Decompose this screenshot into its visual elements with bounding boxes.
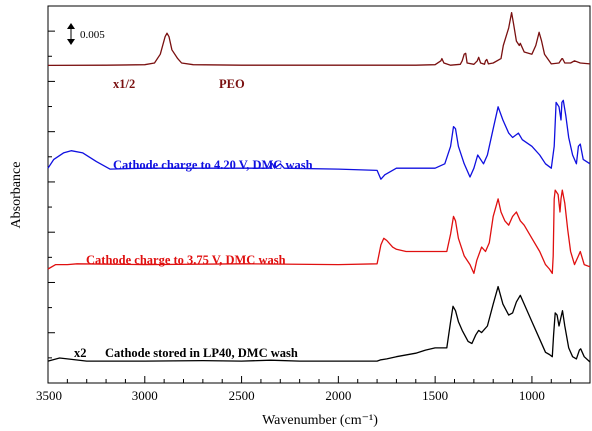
series-line-0 bbox=[47, 11, 591, 67]
x-tick-label: 3000 bbox=[132, 388, 158, 403]
scale-bar: 0.005 bbox=[67, 23, 105, 45]
series-multiplier-peo: x1/2 bbox=[113, 77, 135, 91]
series-line-1 bbox=[47, 99, 591, 180]
x-axis-title: Wavenumber (cm⁻¹) bbox=[262, 413, 378, 428]
plot-frame bbox=[47, 5, 591, 384]
series-label-charge-375: Cathode charge to 3.75 V, DMC wash bbox=[86, 253, 286, 267]
series-label-stored: Cathode stored in LP40, DMC wash bbox=[105, 346, 298, 360]
axis-ticks bbox=[47, 30, 572, 383]
x-tick-label: 1500 bbox=[422, 388, 448, 403]
y-axis-title: Absorbance bbox=[9, 162, 24, 229]
x-tick-label: 2000 bbox=[325, 388, 351, 403]
x-tick-labels: 3500 3000 2500 2000 1500 1000 bbox=[36, 388, 545, 403]
series-lines bbox=[47, 11, 591, 363]
series-line-3 bbox=[47, 285, 591, 363]
x-tick-label: 1000 bbox=[519, 388, 545, 403]
series-label-charge-420: Cathode charge to 4.20 V, DMC wash bbox=[113, 158, 313, 172]
series-line-2 bbox=[47, 189, 591, 275]
scale-bar-label: 0.005 bbox=[80, 29, 105, 41]
x-tick-label: 3500 bbox=[36, 388, 62, 403]
series-multiplier-stored: x2 bbox=[74, 346, 87, 360]
series-label-peo: PEO bbox=[219, 77, 245, 91]
x-tick-label: 2500 bbox=[229, 388, 255, 403]
